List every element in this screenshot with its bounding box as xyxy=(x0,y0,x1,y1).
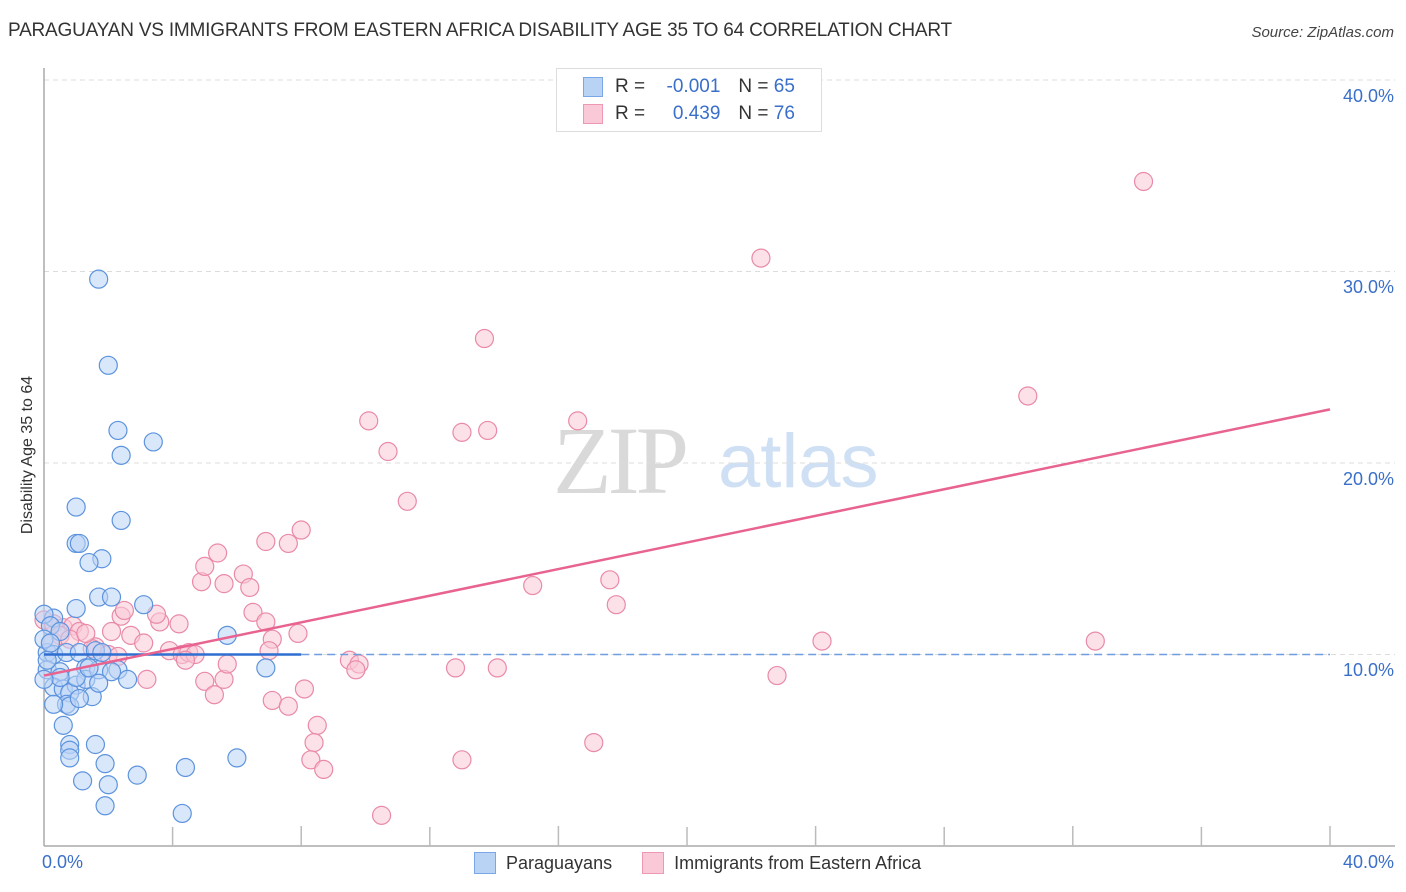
source-label: Source: ZipAtlas.com xyxy=(1251,24,1394,41)
blue-swatch-icon xyxy=(583,77,603,97)
pink-swatch-icon xyxy=(642,852,665,874)
legend-row-paraguayans: R = -0.001 N = 65 xyxy=(583,76,795,98)
r-label: R = xyxy=(615,103,646,124)
y-tick-20: 20.0% xyxy=(1342,469,1394,489)
x-tick-0: 0.0% xyxy=(42,852,84,872)
y-axis-label: Disability Age 35 to 64 xyxy=(19,375,36,535)
n-value: 65 xyxy=(773,76,795,97)
legend-item-paraguayans[interactable]: Paraguayans xyxy=(474,852,612,874)
legend-label: Paraguayans xyxy=(506,852,613,873)
n-label: N = xyxy=(738,103,769,124)
series-legend: Paraguayans Immigrants from Eastern Afri… xyxy=(474,852,951,874)
legend-label: Immigrants from Eastern Africa xyxy=(674,852,922,873)
chart-title: PARAGUAYAN VS IMMIGRANTS FROM EASTERN AF… xyxy=(8,20,952,41)
y-tick-30: 30.0% xyxy=(1342,277,1394,297)
y-tick-40: 40.0% xyxy=(1342,86,1394,106)
trend-lines xyxy=(43,408,1331,677)
r-label: R = xyxy=(615,76,646,97)
x-tick-40: 40.0% xyxy=(1342,852,1394,872)
correlation-legend: R = -0.001 N = 65 R = 0.439 N = 76 xyxy=(556,68,822,132)
series-immigrants-eastern-africa xyxy=(34,171,1154,825)
r-value: -0.001 xyxy=(666,76,721,97)
y-tick-10: 10.0% xyxy=(1342,660,1394,680)
r-value: 0.439 xyxy=(672,103,721,124)
blue-swatch-icon xyxy=(474,852,496,874)
series-paraguayans xyxy=(34,269,276,824)
axes xyxy=(43,68,1395,847)
n-value: 76 xyxy=(773,103,795,124)
n-label: N = xyxy=(738,76,769,97)
legend-row-immigrants: R = 0.439 N = 76 xyxy=(583,103,795,125)
pink-swatch-icon xyxy=(583,104,603,124)
legend-item-immigrants-eastern-africa[interactable]: Immigrants from Eastern Africa xyxy=(642,852,921,874)
watermark-atlas: atlas xyxy=(718,419,879,504)
